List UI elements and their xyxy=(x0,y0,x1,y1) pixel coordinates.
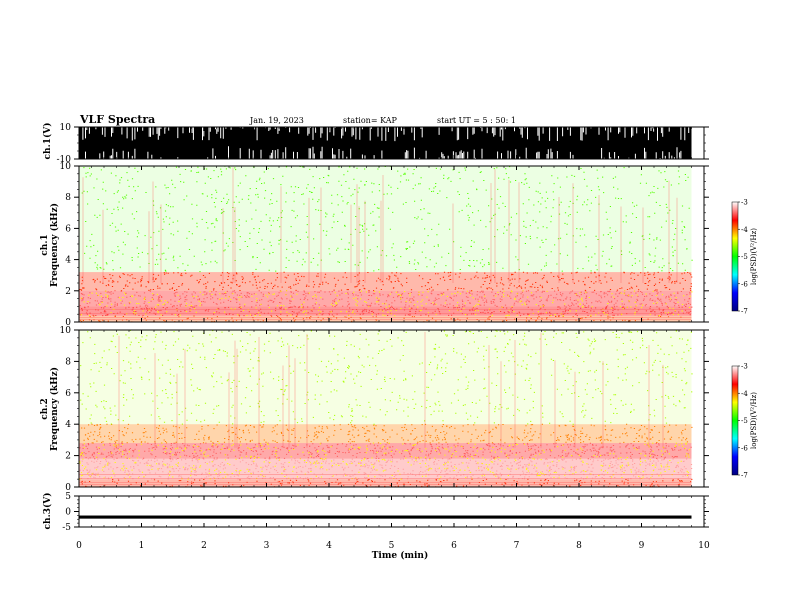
spectrogram-band xyxy=(79,478,693,488)
station-label: station= KAP xyxy=(343,116,398,125)
y-tick-label: 0 xyxy=(65,508,71,518)
spectrogram-band xyxy=(79,458,693,480)
y-tick-label: 2 xyxy=(65,287,71,297)
ch3-waveform-panel: 5 0 -5 0 1 2 3 4 5 6 7 8 9 10 xyxy=(62,492,710,551)
band-fill xyxy=(79,306,692,316)
x-tick-label: 10 xyxy=(698,541,710,551)
band-yellow-speckle xyxy=(79,458,689,480)
band-yellow-speckle xyxy=(80,442,691,460)
y-tick-label: 4 xyxy=(65,420,71,430)
band-speckle xyxy=(79,271,693,292)
colorbar-tick-label: -5 xyxy=(741,253,748,261)
band-fill xyxy=(79,290,692,307)
date-label: Jan. 19, 2023 xyxy=(249,116,304,125)
spectrogram-band xyxy=(79,329,693,425)
colorbar-tick-label: -5 xyxy=(741,417,748,425)
ch1-spectrogram-ylabel-2: Frequency (kHz) xyxy=(49,203,60,287)
ch2-spectrogram-ylabel-2: Frequency (kHz) xyxy=(49,367,60,451)
spectrogram-band xyxy=(79,271,693,292)
y-tick-label: -10 xyxy=(57,155,72,165)
ch1-spectrogram-panel: 0 2 4 6 8 10 xyxy=(60,162,709,328)
start-time-label: start UT = 5 : 50: 1 xyxy=(437,116,516,125)
spectrogram-band xyxy=(79,290,693,307)
colorbar-rect xyxy=(731,201,739,312)
colorbar-tick-label: -6 xyxy=(741,444,748,452)
colorbar-rect xyxy=(731,365,739,476)
x-tick-label: 2 xyxy=(201,541,207,551)
y-tick-label: 10 xyxy=(60,123,72,133)
figure-title: VLF Spectra xyxy=(79,113,155,126)
band-speckle xyxy=(79,290,692,307)
impulse-streaks xyxy=(118,331,664,448)
ch1-spectrogram-ylabel-1: ch.1 xyxy=(40,234,50,255)
y-tick-label: 5 xyxy=(65,492,71,502)
band-fill xyxy=(79,166,692,273)
band-speckle xyxy=(80,478,693,488)
y-tick-label: 6 xyxy=(65,224,71,234)
y-tick-label: 2 xyxy=(65,452,71,462)
ch3-waveform-ylabel: ch.3(V) xyxy=(42,493,53,530)
colorbar-ch2: -3 -4 -5 -6 -7 log(PSD)(V²/Hz) xyxy=(731,363,758,480)
panel-frame xyxy=(78,495,705,528)
colorbar-label: log(PSD)(V²/Hz) xyxy=(750,392,758,449)
x-tick-label: 5 xyxy=(389,541,395,551)
y-tick-label: 6 xyxy=(65,389,71,399)
x-tick-label: 4 xyxy=(326,541,332,551)
x-tick-label: 8 xyxy=(576,541,582,551)
band-fill xyxy=(79,424,692,444)
ch3-signal-band xyxy=(79,515,692,519)
ch1-signal-fill xyxy=(79,127,692,159)
x-tick-label: 3 xyxy=(264,541,270,551)
spectrogram-band xyxy=(79,305,693,317)
impulse-streaks xyxy=(82,167,678,283)
colorbar-tick-label: -7 xyxy=(741,308,748,316)
spectrogram-band xyxy=(79,423,693,444)
colorbar-tick-label: -3 xyxy=(741,199,748,207)
y-tick-label: 10 xyxy=(60,162,72,172)
y-tick-label: 8 xyxy=(65,357,71,367)
band-speckle xyxy=(79,442,692,460)
colorbar-tick-label: -7 xyxy=(741,472,748,480)
y-tick-label: 0 xyxy=(65,483,71,493)
x-tick-label: 1 xyxy=(139,541,145,551)
band-fill xyxy=(79,272,692,291)
x-tick-label: 7 xyxy=(514,541,520,551)
ch1-waveform-ylabel: ch.1(V) xyxy=(42,123,53,160)
x-tick-label: 0 xyxy=(76,541,82,551)
y-tick-label: 8 xyxy=(65,193,71,203)
y-tick-label: 10 xyxy=(60,326,72,336)
colorbar-tick-label: -4 xyxy=(741,390,748,398)
x-axis-label: Time (min) xyxy=(372,550,429,561)
y-tick-label: -5 xyxy=(62,523,71,533)
colorbar-ch1: -3 -4 -5 -6 -7 log(PSD)(V²/Hz) xyxy=(731,199,758,316)
y-tick-label: 4 xyxy=(65,256,71,266)
ch1-signal-gaps-top xyxy=(82,127,690,142)
ch2-spectrogram-panel: 0 2 4 6 8 10 xyxy=(60,326,709,493)
band-yellow-speckle xyxy=(80,290,693,307)
band-fill xyxy=(79,479,692,487)
x-tick-label: 6 xyxy=(451,541,457,551)
y-tick-label: 0 xyxy=(65,318,71,328)
x-tick-label: 9 xyxy=(639,541,645,551)
band-speckle xyxy=(81,165,693,273)
colorbar-tick-label: -3 xyxy=(741,363,748,371)
band-fill xyxy=(79,315,692,322)
band-speckle xyxy=(80,329,693,425)
colorbar-label: log(PSD)(V²/Hz) xyxy=(750,228,758,285)
colorbar-tick-label: -4 xyxy=(741,226,748,234)
spectrogram-band xyxy=(79,165,693,273)
spectrogram-band xyxy=(79,315,692,323)
ch2-spectrogram-ylabel-1: ch.2 xyxy=(40,398,50,419)
spectrogram-band xyxy=(79,442,692,460)
colorbar-tick-label: -6 xyxy=(741,280,748,288)
ch1-waveform-panel: 10 -10 xyxy=(57,123,709,165)
